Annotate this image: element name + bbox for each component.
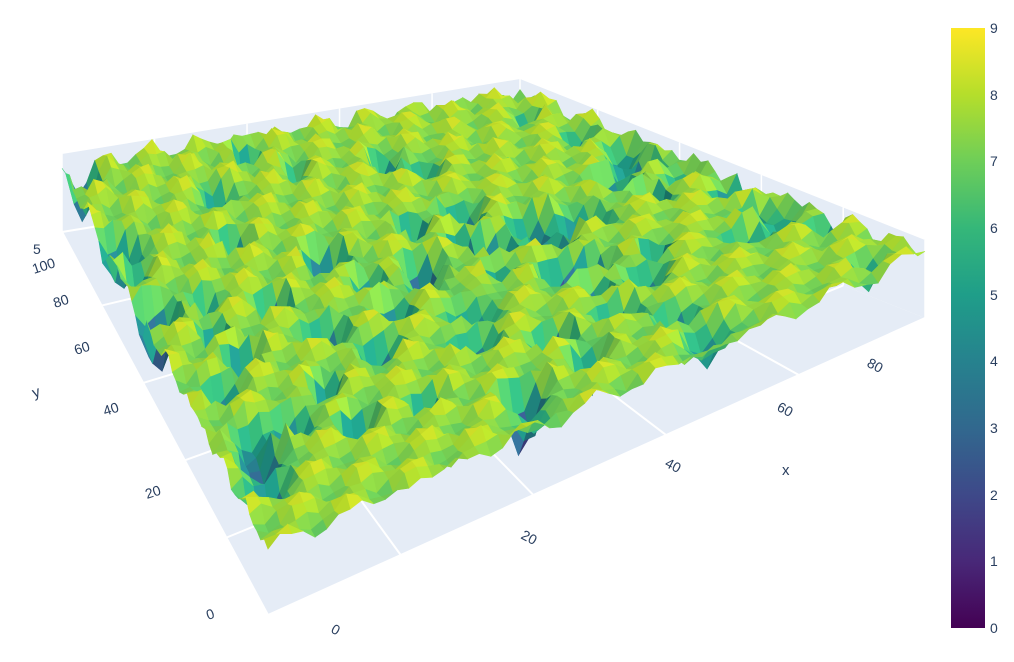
colorbar-tick-3: 3 <box>990 420 998 436</box>
y-tick-40: 40 <box>101 399 121 419</box>
colorbar-ticks: 0 1 2 3 4 5 6 7 8 9 <box>990 20 998 636</box>
colorbar-tick-1: 1 <box>990 553 998 569</box>
colorbar-tick-2: 2 <box>990 487 998 503</box>
y-tick-20: 20 <box>143 482 163 502</box>
x-tick-20: 20 <box>519 527 540 549</box>
x-tick-0: 0 <box>329 621 344 639</box>
colorbar-tick-4: 4 <box>990 353 998 369</box>
colorbar-gradient <box>951 28 985 628</box>
colorbar-tick-7: 7 <box>990 153 998 169</box>
x-tick-40: 40 <box>663 455 684 477</box>
colorbar-tick-9: 9 <box>990 20 998 36</box>
x-tick-80: 80 <box>865 355 886 377</box>
y-axis-title: y <box>30 383 43 402</box>
x-tick-60: 60 <box>775 399 796 421</box>
y-tick-100: 100 <box>30 254 57 277</box>
colorbar-tick-6: 6 <box>990 220 998 236</box>
colorbar-tick-8: 8 <box>990 87 998 103</box>
colorbar: 0 1 2 3 4 5 6 7 8 9 <box>951 20 998 636</box>
floor-gridline-x-0 <box>61 231 269 616</box>
y-tick-60: 60 <box>72 338 92 358</box>
x-axis-title: x <box>782 462 790 479</box>
y-tick-0: 0 <box>204 605 217 623</box>
y-tick-80: 80 <box>51 291 71 311</box>
z-tick-5: 5 <box>33 241 41 257</box>
colorbar-tick-5: 5 <box>990 287 998 303</box>
surface-mesh <box>61 87 926 550</box>
floor-gridline-y-0 <box>267 317 926 616</box>
colorbar-tick-0: 0 <box>990 620 998 636</box>
